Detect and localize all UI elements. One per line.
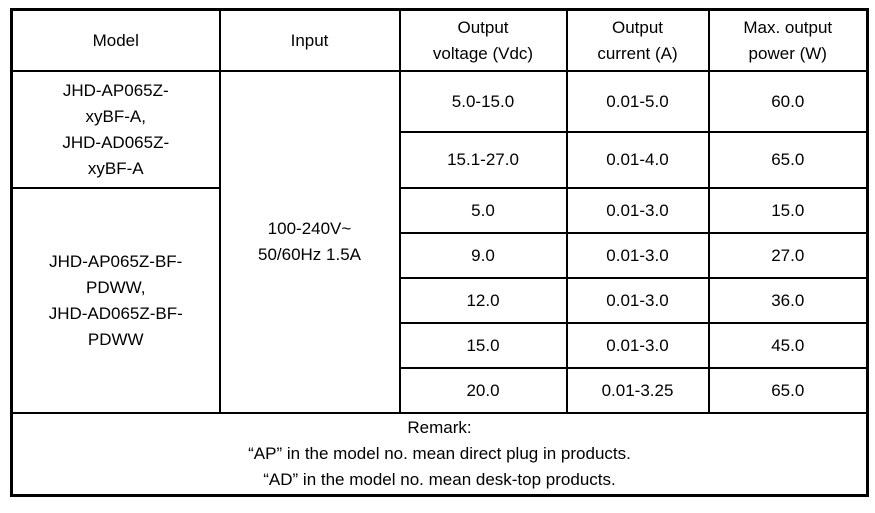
voltage-cell: 12.0 xyxy=(398,277,568,324)
power-cell: 65.0 xyxy=(707,131,869,189)
power-cell: 45.0 xyxy=(707,322,869,369)
input-cell: 100-240V~ 50/60Hz 1.5A xyxy=(218,70,401,414)
current-cell: 0.01-3.0 xyxy=(565,322,710,369)
table-row: 20.0 0.01-3.25 65.0 xyxy=(12,367,869,414)
table-row: 9.0 0.01-3.0 27.0 xyxy=(12,232,869,279)
power-cell: 36.0 xyxy=(707,277,869,324)
power-cell: 65.0 xyxy=(707,367,869,414)
remark-line-ad: “AD” in the model no. mean desk-top prod… xyxy=(263,470,616,489)
voltage-cell: 20.0 xyxy=(398,367,568,414)
current-cell: 0.01-3.0 xyxy=(565,187,710,234)
voltage-cell: 9.0 xyxy=(398,232,568,279)
current-cell: 0.01-5.0 xyxy=(565,70,710,133)
remark-title: Remark: xyxy=(407,418,472,437)
col-header-output-current: Output current (A) xyxy=(565,8,710,72)
col-header-max-output-power: Max. output power (W) xyxy=(707,8,869,72)
voltage-cell: 15.1-27.0 xyxy=(398,131,568,189)
col-header-output-voltage: Output voltage (Vdc) xyxy=(398,8,568,72)
current-cell: 0.01-3.0 xyxy=(565,232,710,279)
table-row: 12.0 0.01-3.0 36.0 xyxy=(12,277,869,324)
spec-table: Model Input Output voltage (Vdc) Output … xyxy=(10,8,869,497)
remark-cell: Remark: “AP” in the model no. mean direc… xyxy=(10,412,869,497)
table-row: JHD-AP065Z-BF- PDWW, JHD-AD065Z-BF- PDWW… xyxy=(10,187,869,414)
power-cell: 60.0 xyxy=(707,70,869,133)
col-header-input: Input xyxy=(218,8,401,72)
voltage-cell: 15.0 xyxy=(398,322,568,369)
voltage-cell: 5.0-15.0 xyxy=(398,70,568,133)
power-cell: 27.0 xyxy=(707,232,869,279)
model-cell-group-1: JHD-AP065Z- xyBF-A, JHD-AD065Z- xyBF-A xyxy=(10,70,221,189)
voltage-cell: 5.0 xyxy=(398,187,568,234)
table-row: 15.1-27.0 0.01-4.0 65.0 xyxy=(12,131,869,189)
remark-line-ap: “AP” in the model no. mean direct plug i… xyxy=(248,444,631,463)
table-row: 15.0 0.01-3.0 45.0 xyxy=(12,322,869,369)
model-cell-group-2: JHD-AP065Z-BF- PDWW, JHD-AD065Z-BF- PDWW xyxy=(10,187,221,414)
current-cell: 0.01-3.25 xyxy=(565,367,710,414)
table-row: JHD-AP065Z- xyBF-A, JHD-AD065Z- xyBF-A 1… xyxy=(10,70,869,414)
remark-row: Remark: “AP” in the model no. mean direc… xyxy=(10,412,869,497)
header-row: Model Input Output voltage (Vdc) Output … xyxy=(10,8,869,72)
power-cell: 15.0 xyxy=(707,187,869,234)
current-cell: 0.01-4.0 xyxy=(565,131,710,189)
col-header-model: Model xyxy=(10,8,221,72)
current-cell: 0.01-3.0 xyxy=(565,277,710,324)
